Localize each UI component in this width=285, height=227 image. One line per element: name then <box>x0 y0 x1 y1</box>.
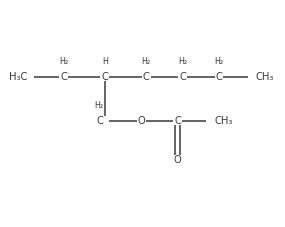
Text: CH₃: CH₃ <box>214 116 233 126</box>
Text: H₂: H₂ <box>178 57 187 66</box>
Text: H₂: H₂ <box>215 57 224 66</box>
Text: C: C <box>97 116 104 126</box>
Text: O: O <box>174 155 182 165</box>
Text: H₂: H₂ <box>142 57 151 66</box>
Text: C: C <box>174 116 181 126</box>
Text: C: C <box>60 72 67 82</box>
Text: H₃C: H₃C <box>9 72 27 82</box>
Text: C: C <box>179 72 186 82</box>
Text: O: O <box>137 116 145 126</box>
Text: H₂: H₂ <box>59 57 68 66</box>
Text: CH₃: CH₃ <box>255 72 274 82</box>
Text: C: C <box>143 72 150 82</box>
Text: H₂: H₂ <box>95 101 104 110</box>
Text: H: H <box>102 57 108 66</box>
Text: C: C <box>216 72 223 82</box>
Text: C: C <box>101 72 108 82</box>
